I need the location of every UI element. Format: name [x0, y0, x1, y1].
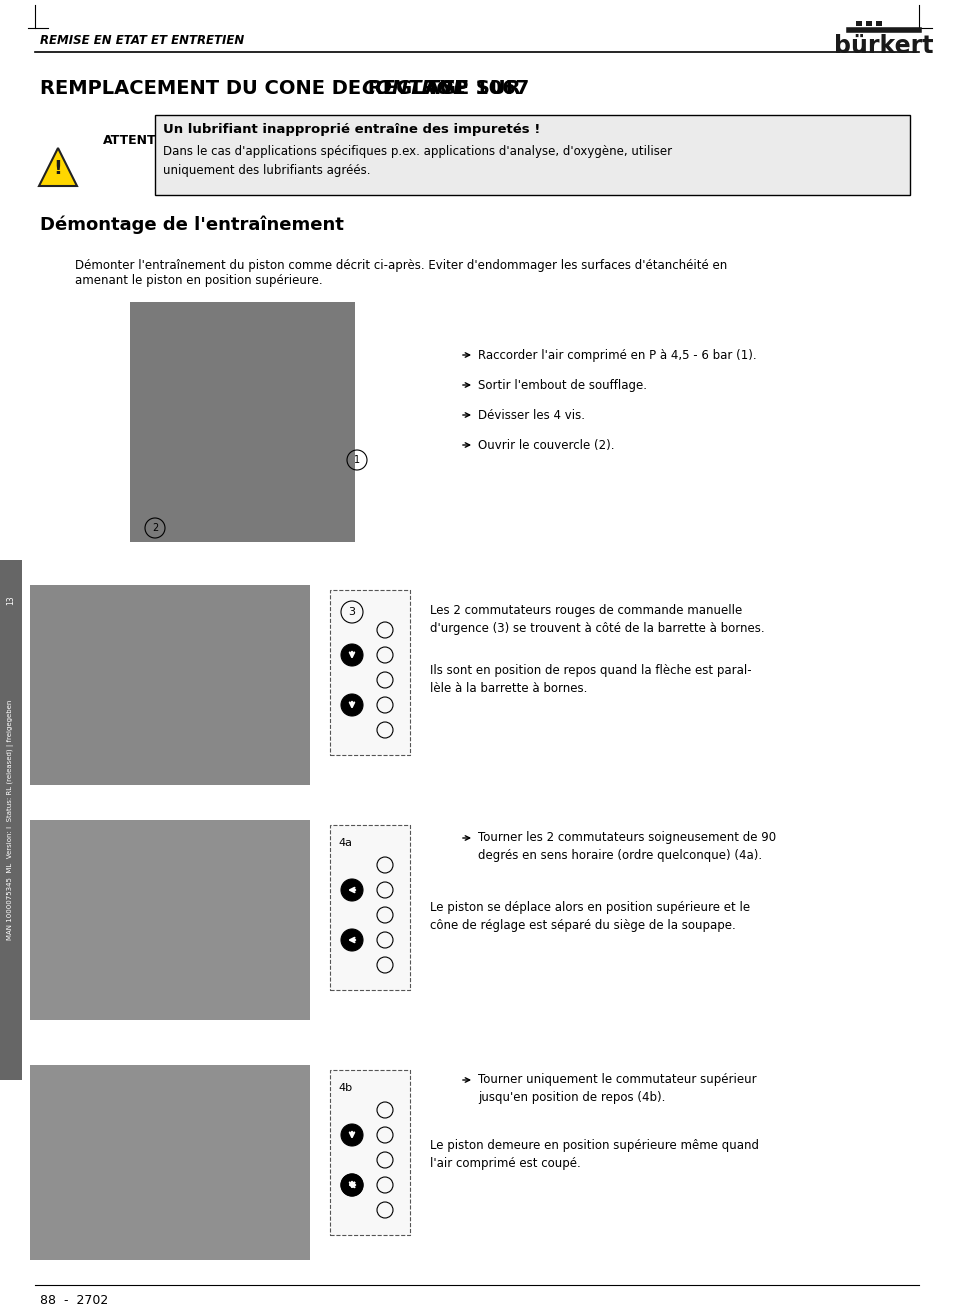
Text: Dévisser les 4 vis.: Dévisser les 4 vis.: [477, 409, 584, 422]
Text: Raccorder l'air comprimé en P à 4,5 - 6 bar (1).: Raccorder l'air comprimé en P à 4,5 - 6 …: [477, 348, 756, 362]
Text: 4a: 4a: [337, 838, 352, 848]
Circle shape: [340, 644, 363, 665]
Text: 13: 13: [7, 596, 15, 605]
Text: MAN 1000075345  ML  Version: I  Status: RL (released) | freigegeben: MAN 1000075345 ML Version: I Status: RL …: [8, 700, 14, 940]
FancyBboxPatch shape: [330, 1070, 410, 1235]
Bar: [875, 21, 882, 26]
Bar: [30, 1065, 310, 1260]
Text: Ils sont en position de repos quand la flèche est paral-: Ils sont en position de repos quand la f…: [430, 664, 751, 676]
Text: Tourner les 2 commutateurs soigneusement de 90: Tourner les 2 commutateurs soigneusement…: [477, 831, 776, 844]
Text: Démonter l'entraînement du piston comme décrit ci-après. Eviter d'endommager les: Démonter l'entraînement du piston comme …: [75, 259, 726, 271]
Text: uniquement des lubrifiants agréés.: uniquement des lubrifiants agréés.: [163, 163, 370, 176]
Text: Le piston demeure en position supérieure même quand: Le piston demeure en position supérieure…: [430, 1139, 759, 1152]
Polygon shape: [39, 149, 77, 185]
FancyBboxPatch shape: [154, 114, 909, 195]
Text: TYP 1067: TYP 1067: [420, 79, 529, 97]
Text: Sortir l'embout de soufflage.: Sortir l'embout de soufflage.: [477, 379, 646, 392]
Circle shape: [340, 1174, 363, 1197]
Circle shape: [340, 1174, 363, 1197]
Text: Tourner uniquement le commutateur supérieur: Tourner uniquement le commutateur supéri…: [477, 1073, 756, 1086]
Text: degrés en sens horaire (ordre quelconque) (4a).: degrés en sens horaire (ordre quelconque…: [477, 849, 761, 863]
FancyBboxPatch shape: [330, 825, 410, 990]
Circle shape: [340, 694, 363, 715]
Circle shape: [340, 878, 363, 901]
Text: 3: 3: [348, 608, 355, 617]
Text: l'air comprimé est coupé.: l'air comprimé est coupé.: [430, 1156, 580, 1169]
Text: Ouvrir le couvercle (2).: Ouvrir le couvercle (2).: [477, 438, 614, 451]
Bar: [865, 21, 871, 26]
Text: cône de réglage est séparé du siège de la soupape.: cône de réglage est séparé du siège de l…: [430, 919, 735, 932]
Text: Les 2 commutateurs rouges de commande manuelle: Les 2 commutateurs rouges de commande ma…: [430, 604, 741, 617]
Text: REMISE EN ETAT ET ENTRETIEN: REMISE EN ETAT ET ENTRETIEN: [40, 33, 244, 46]
FancyBboxPatch shape: [330, 590, 410, 755]
Text: CONTROL: CONTROL: [361, 79, 465, 97]
Text: 2: 2: [152, 523, 158, 533]
Bar: [855, 21, 862, 26]
Text: REMPLACEMENT DU CONE DE REGLAGE SUR: REMPLACEMENT DU CONE DE REGLAGE SUR: [40, 79, 527, 97]
Text: Le piston se déplace alors en position supérieure et le: Le piston se déplace alors en position s…: [430, 902, 749, 914]
Text: 4b: 4b: [337, 1084, 352, 1093]
Text: Dans le cas d'applications spécifiques p.ex. applications d'analyse, d'oxygène, : Dans le cas d'applications spécifiques p…: [163, 145, 672, 158]
Text: Un lubrifiant inapproprié entraîne des impuretés !: Un lubrifiant inapproprié entraîne des i…: [163, 122, 539, 135]
Text: d'urgence (3) se trouvent à côté de la barrette à bornes.: d'urgence (3) se trouvent à côté de la b…: [430, 622, 763, 635]
Text: amenant le piston en position supérieure.: amenant le piston en position supérieure…: [75, 274, 322, 287]
Circle shape: [340, 928, 363, 951]
Text: jusqu'en position de repos (4b).: jusqu'en position de repos (4b).: [477, 1091, 664, 1105]
Bar: [30, 821, 310, 1020]
Text: 1: 1: [354, 455, 359, 466]
Bar: [130, 302, 355, 542]
Text: Démontage de l'entraînement: Démontage de l'entraînement: [40, 216, 343, 234]
Bar: [0, 560, 22, 1080]
Text: lèle à la barrette à bornes.: lèle à la barrette à bornes.: [430, 681, 587, 694]
Text: ATTENTION!: ATTENTION!: [103, 134, 188, 146]
Text: 88  -  2702: 88 - 2702: [40, 1294, 108, 1307]
Text: !: !: [53, 159, 62, 179]
Text: bürkert: bürkert: [833, 34, 933, 58]
Bar: [30, 585, 310, 785]
Circle shape: [340, 1124, 363, 1145]
